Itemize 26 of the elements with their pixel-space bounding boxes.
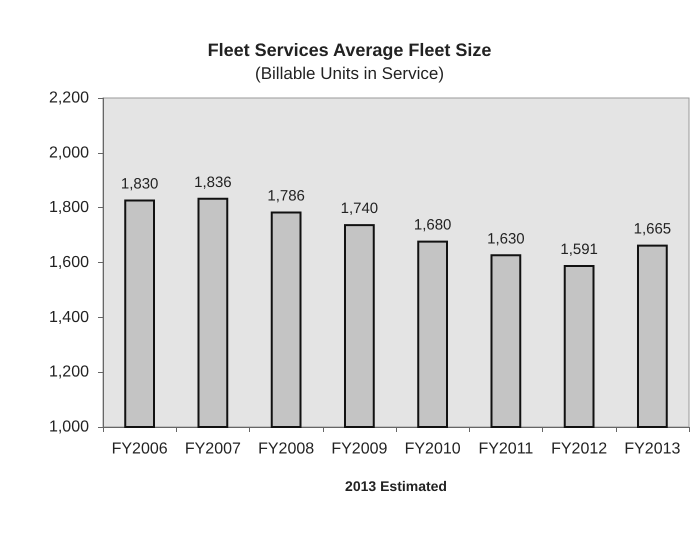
y-tick-label: 1,600 [48, 254, 90, 271]
data-label: 1,786 [267, 188, 305, 205]
data-label: 1,591 [560, 240, 598, 258]
x-tick-label: FY2009 [331, 440, 388, 458]
data-label: 1,740 [340, 200, 378, 218]
data-label: 1,680 [414, 216, 452, 234]
data-label: 1,830 [120, 175, 158, 192]
x-tick-label: FY2012 [551, 440, 608, 458]
x-tick-label: FY2007 [184, 440, 241, 458]
y-tick-label: 2,000 [48, 144, 90, 162]
x-tick-label: FY2010 [404, 440, 461, 458]
data-label: 1,665 [634, 220, 672, 238]
data-label: 1,836 [194, 174, 232, 191]
data-label: 1,630 [487, 230, 525, 248]
chart-title: Fleet Services Average Fleet Size [208, 40, 492, 60]
x-tick-label: FY2008 [258, 440, 314, 458]
y-tick-label: 1,000 [48, 418, 90, 436]
y-tick-label: 2,200 [48, 90, 90, 106]
y-tick-label: 1,400 [48, 308, 90, 326]
chart-subtitle: (Billable Units in Service) [255, 64, 444, 83]
x-tick-label: FY2006 [112, 440, 168, 458]
x-tick-label: FY2013 [624, 440, 680, 458]
y-tick-label: 1,200 [48, 364, 90, 381]
x-axis-title: 2013 Estimated [345, 478, 447, 494]
y-tick-label: 1,800 [48, 199, 90, 216]
x-tick-label: FY2011 [478, 440, 534, 458]
